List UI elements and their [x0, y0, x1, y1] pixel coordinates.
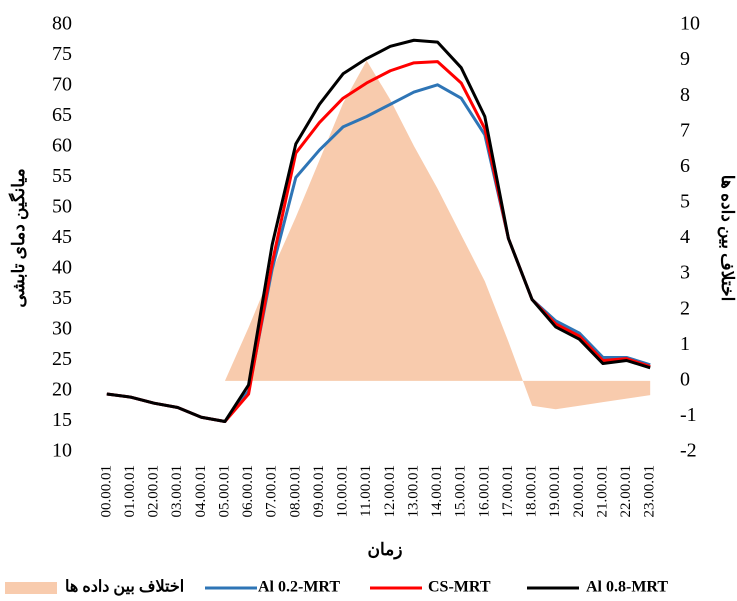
x-tick-label: 20.00.01 — [571, 465, 587, 518]
y-tick-label: 35 — [52, 287, 72, 309]
y-tick-label: 70 — [52, 74, 72, 96]
y-tick-label: 10 — [52, 440, 72, 462]
x-tick-label: 13.00.01 — [405, 465, 421, 518]
y-tick-label: 45 — [52, 226, 72, 248]
x-tick-label: 15.00.01 — [453, 465, 469, 518]
y-tick-label: 75 — [52, 43, 72, 65]
y-tick-label: 60 — [52, 135, 72, 157]
y2-tick-label: 2 — [680, 297, 690, 319]
x-tick-label: 19.00.01 — [547, 465, 563, 518]
y-tick-label: 40 — [52, 257, 72, 279]
x-tick-label: 07.00.01 — [264, 465, 280, 518]
y2-tick-label: 1 — [680, 333, 690, 355]
x-tick-label: 09.00.01 — [311, 465, 327, 518]
x-tick-label: 02.00.01 — [146, 465, 162, 518]
legend-label: Al 0.8-MRT — [586, 579, 668, 596]
y-tick-label: 55 — [52, 165, 72, 187]
x-tick-label: 18.00.01 — [524, 465, 540, 518]
x-axis-label: زمان — [368, 540, 403, 560]
area — [106, 60, 651, 410]
x-tick-label: 08.00.01 — [287, 465, 303, 518]
x-tick-label: 10.00.01 — [335, 465, 351, 518]
x-tick-label: 05.00.01 — [216, 465, 232, 518]
legend-label: اختلاف بین داده ها — [65, 579, 184, 597]
x-tick-label: 04.00.01 — [193, 465, 209, 518]
y2-tick-label: 7 — [680, 119, 690, 141]
y-tick-label: 30 — [52, 318, 72, 340]
y2-tick-label: 10 — [680, 13, 700, 35]
legend-swatch — [5, 582, 57, 594]
y2-tick-label: 4 — [680, 226, 690, 248]
y2-axis-label: اختلاف بین داده ها — [717, 175, 737, 302]
x-tick-label: 21.00.01 — [594, 465, 610, 518]
legend-label: CS-MRT — [428, 579, 491, 596]
y2-tick-label: 5 — [680, 191, 690, 213]
x-tick-label: 17.00.01 — [500, 465, 516, 518]
y-tick-label: 65 — [52, 104, 72, 126]
y-tick-label: 50 — [52, 196, 72, 218]
x-tick-label: 03.00.01 — [169, 465, 185, 518]
x-tick-label: 22.00.01 — [618, 465, 634, 518]
y-tick-label: 20 — [52, 379, 72, 401]
y2-tick-label: 3 — [680, 262, 690, 284]
y-tick-label: 15 — [52, 409, 72, 431]
legend-label: Al 0.2-MRT — [258, 579, 340, 596]
x-tick-label: 00.00.01 — [98, 465, 114, 518]
y-axis-label: میانگین دمای تابشی — [8, 168, 29, 307]
x-tick-label: 12.00.01 — [382, 465, 398, 518]
y2-tick-label: 9 — [680, 48, 690, 70]
y-tick-label: 25 — [52, 348, 72, 370]
y2-tick-label: 6 — [680, 155, 690, 177]
y2-tick-label: -1 — [680, 404, 697, 426]
y2-tick-label: 0 — [680, 368, 690, 390]
line — [106, 38, 651, 423]
y2-tick-label: 8 — [680, 84, 690, 106]
y-tick-label: 80 — [52, 13, 72, 35]
x-tick-label: 16.00.01 — [476, 465, 492, 518]
x-tick-label: 06.00.01 — [240, 465, 256, 518]
x-tick-label: 01.00.01 — [122, 465, 138, 518]
x-tick-label: 14.00.01 — [429, 465, 445, 518]
x-tick-label: 23.00.01 — [642, 465, 658, 518]
y2-tick-label: -2 — [680, 440, 697, 462]
x-tick-label: 11.00.01 — [358, 465, 374, 517]
